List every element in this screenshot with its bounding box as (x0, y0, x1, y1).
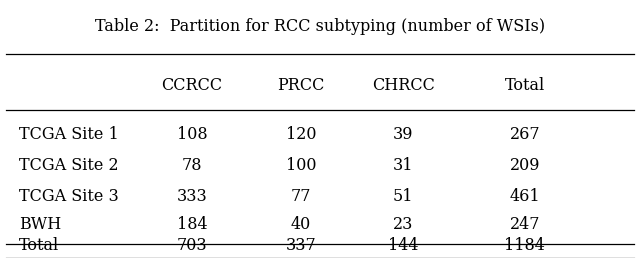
Text: 267: 267 (509, 126, 540, 143)
Text: Total: Total (505, 77, 545, 94)
Text: 23: 23 (393, 216, 413, 233)
Text: CHRCC: CHRCC (372, 77, 435, 94)
Text: 461: 461 (509, 188, 540, 205)
Text: 337: 337 (285, 237, 316, 254)
Text: TCGA Site 2: TCGA Site 2 (19, 157, 119, 174)
Text: 51: 51 (393, 188, 413, 205)
Text: PRCC: PRCC (277, 77, 324, 94)
Text: 39: 39 (393, 126, 413, 143)
Text: 703: 703 (177, 237, 207, 254)
Text: 40: 40 (291, 216, 311, 233)
Text: 333: 333 (177, 188, 207, 205)
Text: 77: 77 (291, 188, 311, 205)
Text: 144: 144 (388, 237, 419, 254)
Text: TCGA Site 3: TCGA Site 3 (19, 188, 119, 205)
Text: 108: 108 (177, 126, 207, 143)
Text: 247: 247 (509, 216, 540, 233)
Text: 209: 209 (509, 157, 540, 174)
Text: Total: Total (19, 237, 60, 254)
Text: 78: 78 (182, 157, 202, 174)
Text: 184: 184 (177, 216, 207, 233)
Text: 100: 100 (285, 157, 316, 174)
Text: Table 2:  Partition for RCC subtyping (number of WSIs): Table 2: Partition for RCC subtyping (nu… (95, 18, 545, 35)
Text: TCGA Site 1: TCGA Site 1 (19, 126, 119, 143)
Text: 120: 120 (285, 126, 316, 143)
Text: BWH: BWH (19, 216, 61, 233)
Text: 1184: 1184 (504, 237, 545, 254)
Text: 31: 31 (393, 157, 413, 174)
Text: CCRCC: CCRCC (161, 77, 223, 94)
